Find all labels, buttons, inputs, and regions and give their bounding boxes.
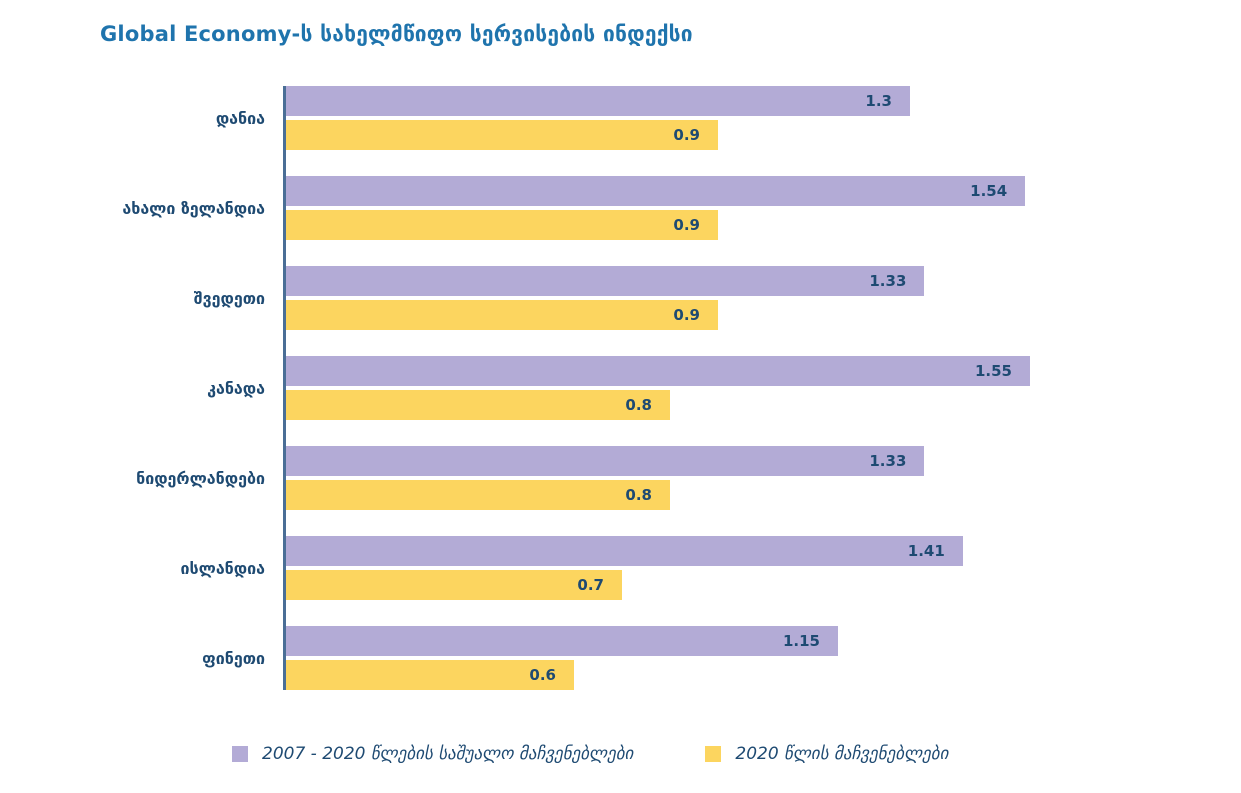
legend-swatch-2020	[705, 746, 722, 762]
bar-pair: 1.15 0.6	[265, 626, 1241, 690]
bar-value-label: 0.9	[673, 216, 700, 234]
bar-2020: 0.7	[286, 570, 622, 600]
chart-row: ისლანდია 1.41 0.7	[0, 536, 1241, 600]
chart-row: ფინეთი 1.15 0.6	[0, 626, 1241, 690]
bar-pair: 1.33 0.8	[265, 446, 1241, 510]
chart-title: Global Economy-ს სახელმწიფო სერვისების ი…	[100, 22, 693, 46]
legend-item-2020: 2020 წლის მაჩვენებლები	[705, 744, 948, 764]
category-label: ფინეთი	[202, 648, 265, 668]
chart-row: კანადა 1.55 0.8	[0, 356, 1241, 420]
bar-2007-2020-avg: 1.41	[286, 536, 963, 566]
legend-item-avg: 2007 - 2020 წლების საშუალო მაჩვენებლები	[232, 744, 633, 764]
bar-value-label: 0.9	[673, 306, 700, 324]
chart-legend: 2007 - 2020 წლების საშუალო მაჩვენებლები …	[232, 744, 948, 764]
bar-pair: 1.54 0.9	[265, 176, 1241, 240]
category-label: კანადა	[207, 378, 265, 398]
bar-chart: დანია 1.3 0.9 ახალი ზელანდია 1.54 0.9 შვედეთი 1…	[0, 86, 1241, 716]
bar-value-label: 1.33	[869, 272, 907, 290]
bar-value-label: 1.33	[869, 452, 907, 470]
legend-label-avg: 2007 - 2020 წლების საშუალო მაჩვენებლები	[262, 744, 634, 764]
legend-swatch-avg	[232, 746, 248, 762]
bar-2020: 0.9	[286, 120, 718, 150]
chart-row: დანია 1.3 0.9	[0, 86, 1241, 150]
y-axis-line	[283, 86, 286, 690]
chart-row: ახალი ზელანდია 1.54 0.9	[0, 176, 1241, 240]
bar-2007-2020-avg: 1.3	[286, 86, 910, 116]
category-label: შვედეთი	[193, 288, 265, 308]
bar-value-label: 0.8	[625, 396, 652, 414]
category-label: ისლანდია	[180, 558, 265, 578]
chart-row: ნიდერლანდები 1.33 0.8	[0, 446, 1241, 510]
bar-value-label: 0.7	[577, 576, 604, 594]
bar-value-label: 1.15	[782, 632, 820, 650]
bar-2007-2020-avg: 1.33	[286, 266, 925, 296]
category-label: დანია	[215, 108, 265, 128]
category-label: ნიდერლანდები	[136, 468, 265, 488]
category-label: ახალი ზელანდია	[122, 198, 265, 218]
bar-pair: 1.3 0.9	[265, 86, 1241, 150]
bar-value-label: 0.8	[625, 486, 652, 504]
bar-value-label: 1.41	[907, 542, 945, 560]
bar-pair: 1.41 0.7	[265, 536, 1241, 600]
bar-2007-2020-avg: 1.33	[286, 446, 925, 476]
legend-label-2020: 2020 წლის მაჩვენებლები	[735, 744, 949, 764]
bar-value-label: 0.9	[673, 126, 700, 144]
bar-value-label: 0.6	[529, 666, 556, 684]
chart-row: შვედეთი 1.33 0.9	[0, 266, 1241, 330]
bar-pair: 1.33 0.9	[265, 266, 1241, 330]
bar-pair: 1.55 0.8	[265, 356, 1241, 420]
bar-value-label: 1.3	[865, 92, 892, 110]
bar-2007-2020-avg: 1.54	[286, 176, 1026, 206]
bar-2020: 0.8	[286, 480, 670, 510]
bar-value-label: 1.54	[970, 182, 1008, 200]
bar-value-label: 1.55	[974, 362, 1012, 380]
bar-2020: 0.9	[286, 210, 718, 240]
bar-2020: 0.6	[286, 660, 574, 690]
bar-2020: 0.9	[286, 300, 718, 330]
bar-2007-2020-avg: 1.15	[286, 626, 838, 656]
bar-2007-2020-avg: 1.55	[286, 356, 1030, 386]
bar-2020: 0.8	[286, 390, 670, 420]
